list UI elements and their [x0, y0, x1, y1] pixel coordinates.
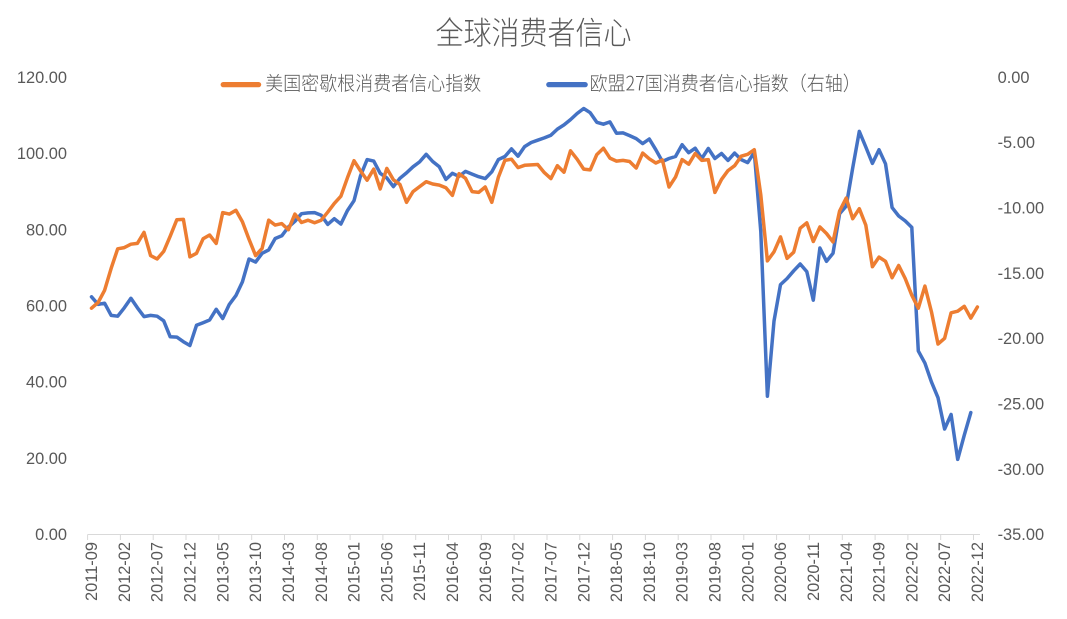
svg-text:40.00: 40.00	[26, 374, 67, 392]
svg-text:2011-09: 2011-09	[83, 542, 101, 601]
svg-text:2012-12: 2012-12	[181, 542, 199, 602]
svg-text:2020-06: 2020-06	[772, 542, 790, 602]
svg-text:-30.00: -30.00	[998, 461, 1044, 479]
svg-text:2015-01: 2015-01	[346, 542, 364, 602]
svg-text:2015-11: 2015-11	[411, 542, 429, 601]
svg-text:2014-08: 2014-08	[313, 542, 331, 602]
svg-text:-20.00: -20.00	[998, 330, 1044, 348]
svg-text:100.00: 100.00	[17, 145, 67, 163]
svg-text:20.00: 20.00	[26, 450, 67, 468]
svg-text:-35.00: -35.00	[998, 526, 1044, 544]
svg-text:2013-05: 2013-05	[214, 542, 232, 602]
svg-text:2021-09: 2021-09	[871, 542, 889, 602]
svg-text:120.00: 120.00	[17, 69, 67, 87]
svg-text:2017-12: 2017-12	[575, 542, 593, 602]
svg-text:-10.00: -10.00	[998, 200, 1044, 218]
svg-text:2019-08: 2019-08	[707, 542, 725, 602]
svg-text:2019-03: 2019-03	[674, 542, 692, 602]
svg-text:2022-02: 2022-02	[903, 542, 921, 602]
svg-text:2012-02: 2012-02	[116, 542, 134, 602]
svg-text:2022-12: 2022-12	[969, 542, 987, 602]
svg-text:2015-06: 2015-06	[378, 542, 396, 602]
svg-text:-25.00: -25.00	[998, 396, 1044, 414]
svg-text:80.00: 80.00	[26, 221, 67, 239]
svg-text:0.00: 0.00	[35, 526, 67, 544]
svg-text:60.00: 60.00	[26, 298, 67, 316]
svg-text:2017-07: 2017-07	[543, 542, 561, 602]
svg-text:2022-07: 2022-07	[936, 542, 954, 602]
svg-text:-15.00: -15.00	[998, 265, 1044, 283]
svg-text:2013-10: 2013-10	[247, 542, 265, 602]
svg-text:2020-01: 2020-01	[739, 542, 757, 602]
svg-text:2012-07: 2012-07	[149, 542, 167, 602]
svg-text:2016-04: 2016-04	[444, 542, 462, 602]
svg-text:-5.00: -5.00	[998, 134, 1035, 152]
svg-text:0.00: 0.00	[998, 69, 1030, 87]
svg-text:2017-02: 2017-02	[510, 542, 528, 602]
svg-text:2021-04: 2021-04	[838, 542, 856, 602]
svg-text:2016-09: 2016-09	[477, 542, 495, 602]
svg-text:2014-03: 2014-03	[280, 542, 298, 602]
svg-text:2020-11: 2020-11	[805, 542, 823, 601]
svg-text:2018-10: 2018-10	[641, 542, 659, 602]
svg-text:2018-05: 2018-05	[608, 542, 626, 602]
